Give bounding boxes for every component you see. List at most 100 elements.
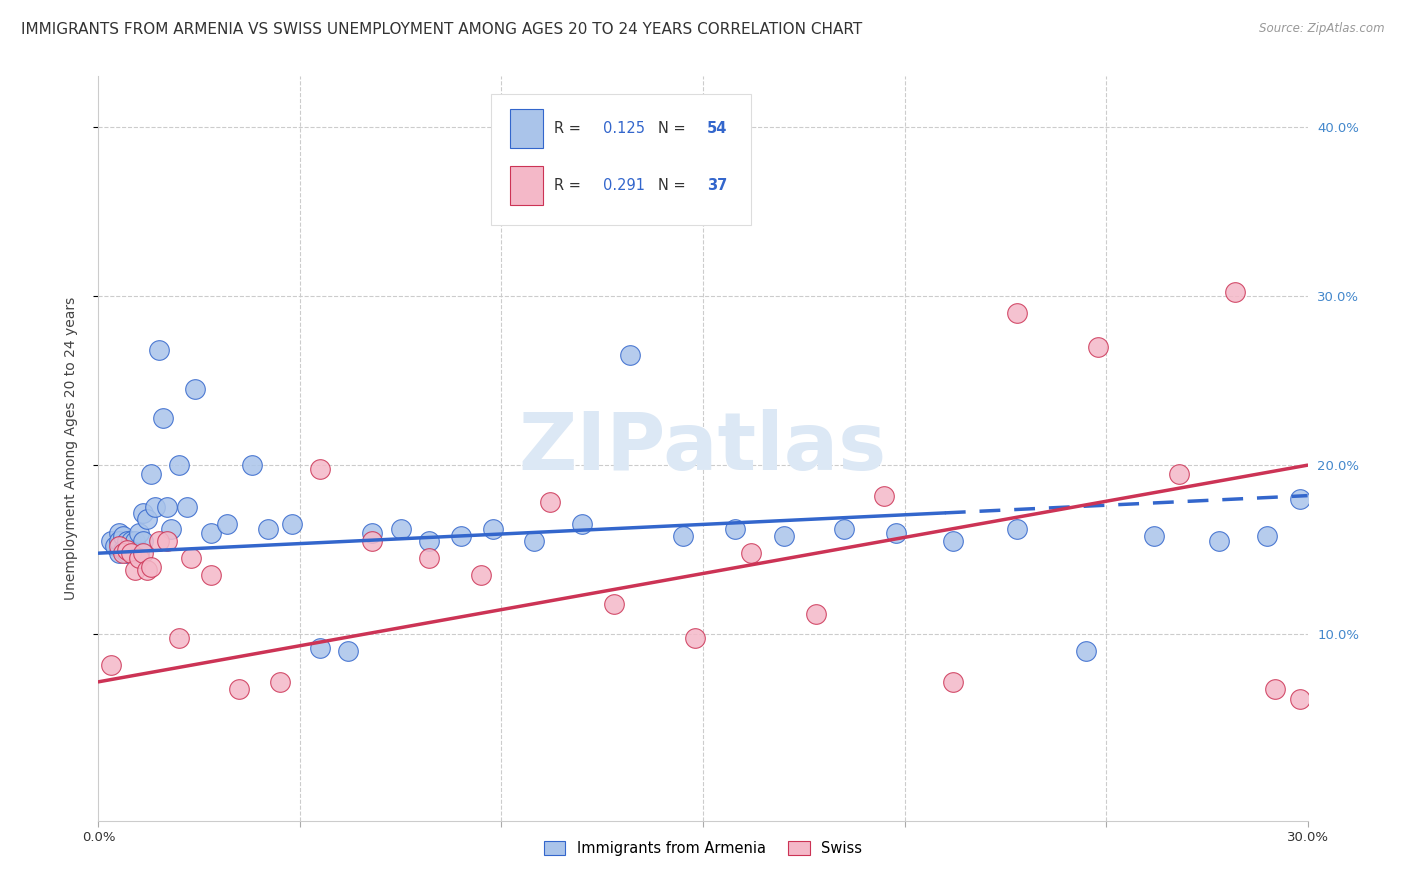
Point: [200, 525, 222, 540]
Point: [120, 534, 142, 549]
Point: [156, 500, 179, 515]
Point: [107, 546, 129, 560]
Point: [418, 534, 440, 549]
Point: [832, 523, 855, 537]
Bar: [509, 110, 543, 148]
Point: [115, 546, 138, 560]
Point: [139, 467, 162, 481]
Text: R =: R =: [554, 121, 586, 136]
Point: [128, 546, 150, 560]
Point: [538, 495, 561, 509]
Point: [740, 546, 762, 560]
Point: [148, 343, 170, 357]
Point: [132, 506, 155, 520]
Text: IMMIGRANTS FROM ARMENIA VS SWISS UNEMPLOYMENT AMONG AGES 20 TO 24 YEARS CORRELAT: IMMIGRANTS FROM ARMENIA VS SWISS UNEMPLO…: [21, 22, 862, 37]
Point: [309, 640, 332, 655]
Point: [1074, 644, 1097, 658]
Point: [1288, 691, 1310, 706]
Point: [724, 523, 747, 537]
Point: [942, 534, 965, 549]
Legend: Immigrants from Armenia, Swiss: Immigrants from Armenia, Swiss: [537, 835, 869, 862]
Point: [124, 546, 146, 560]
Text: 37: 37: [707, 178, 727, 193]
Point: [942, 674, 965, 689]
Point: [100, 534, 122, 549]
Point: [135, 512, 157, 526]
Point: [603, 597, 626, 611]
Text: 54: 54: [707, 121, 727, 136]
Point: [156, 534, 179, 549]
Point: [107, 540, 129, 554]
Point: [111, 546, 134, 560]
Point: [1208, 534, 1230, 549]
Text: 0.291: 0.291: [603, 178, 644, 193]
Point: [1007, 306, 1029, 320]
Point: [772, 529, 794, 543]
Point: [1087, 340, 1109, 354]
Point: [132, 546, 155, 560]
Point: [167, 458, 190, 472]
Point: [1256, 529, 1278, 543]
Point: [111, 542, 134, 557]
FancyBboxPatch shape: [492, 95, 751, 225]
Text: ZIPatlas: ZIPatlas: [519, 409, 887, 487]
Point: [152, 410, 174, 425]
Point: [683, 631, 706, 645]
Point: [135, 563, 157, 577]
Point: [228, 681, 250, 696]
Point: [672, 529, 695, 543]
Point: [1357, 353, 1379, 368]
Point: [120, 542, 142, 557]
Point: [143, 500, 166, 515]
Point: [132, 534, 155, 549]
Point: [361, 525, 384, 540]
Point: [124, 534, 146, 549]
Point: [103, 540, 125, 554]
Point: [337, 644, 360, 658]
Point: [1007, 523, 1029, 537]
Point: [139, 559, 162, 574]
Point: [184, 382, 207, 396]
Text: Source: ZipAtlas.com: Source: ZipAtlas.com: [1260, 22, 1385, 36]
Point: [100, 657, 122, 672]
Point: [361, 534, 384, 549]
Point: [1316, 721, 1339, 735]
Point: [1376, 681, 1399, 696]
Point: [1288, 491, 1310, 506]
Point: [217, 517, 239, 532]
Point: [256, 523, 278, 537]
Point: [200, 568, 222, 582]
Point: [470, 568, 492, 582]
Point: [804, 607, 827, 621]
Point: [120, 546, 142, 560]
Text: 0.125: 0.125: [603, 121, 644, 136]
Text: N =: N =: [658, 178, 690, 193]
Point: [107, 534, 129, 549]
Point: [418, 551, 440, 566]
Point: [167, 631, 190, 645]
Point: [571, 517, 593, 532]
Point: [873, 489, 896, 503]
Point: [115, 542, 138, 557]
Y-axis label: Unemployment Among Ages 20 to 24 years: Unemployment Among Ages 20 to 24 years: [63, 297, 77, 599]
Point: [176, 500, 198, 515]
Text: R =: R =: [554, 178, 586, 193]
Point: [128, 551, 150, 566]
Point: [482, 523, 505, 537]
Point: [240, 458, 263, 472]
Point: [1167, 467, 1189, 481]
Point: [148, 534, 170, 549]
Point: [389, 523, 412, 537]
Point: [309, 461, 332, 475]
Point: [107, 525, 129, 540]
Point: [111, 529, 134, 543]
Point: [886, 525, 908, 540]
Point: [128, 525, 150, 540]
Point: [523, 534, 546, 549]
Point: [619, 348, 641, 362]
Point: [124, 563, 146, 577]
Point: [115, 534, 138, 549]
Point: [450, 529, 472, 543]
Point: [281, 517, 304, 532]
Point: [1264, 681, 1286, 696]
